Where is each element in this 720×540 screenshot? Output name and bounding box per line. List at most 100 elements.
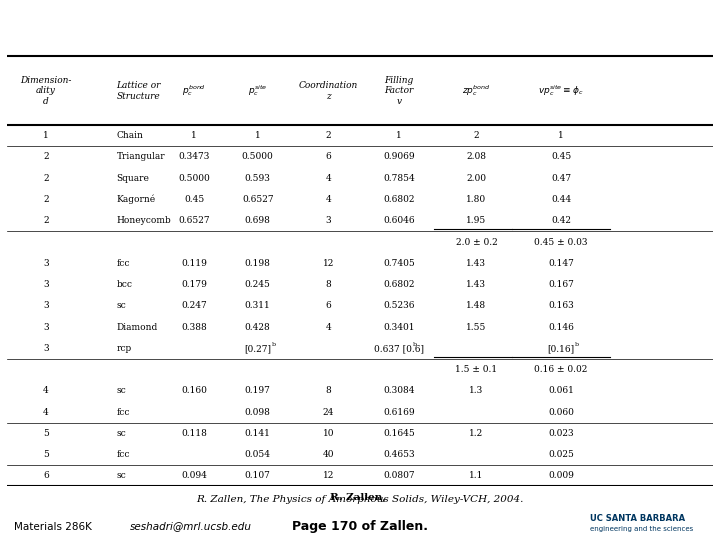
Text: $p_c^{bond}$: $p_c^{bond}$ [182, 83, 206, 98]
Text: $vp_c^{site} \equiv \phi_c$: $vp_c^{site} \equiv \phi_c$ [539, 83, 584, 98]
Text: 2.00: 2.00 [467, 174, 487, 183]
Text: 1.2: 1.2 [469, 429, 484, 438]
Text: sc: sc [117, 301, 126, 310]
Text: 0.146: 0.146 [548, 322, 574, 332]
Text: 2: 2 [43, 216, 49, 225]
Text: 2: 2 [325, 131, 331, 140]
Text: 3: 3 [43, 301, 49, 310]
Text: Coordination
z: Coordination z [299, 81, 358, 100]
Text: R. Zallen,: R. Zallen, [330, 494, 390, 502]
Text: 12: 12 [323, 471, 334, 480]
Text: Lattice or
Structure: Lattice or Structure [117, 81, 161, 100]
Text: 0.197: 0.197 [245, 386, 271, 395]
Text: 0.0807: 0.0807 [383, 471, 415, 480]
Text: Filling
Factor
v: Filling Factor v [384, 76, 413, 106]
Text: fcc: fcc [117, 408, 130, 416]
Text: 10: 10 [323, 429, 334, 438]
Text: fcc: fcc [117, 259, 130, 268]
Text: 0.198: 0.198 [245, 259, 271, 268]
Text: 0.6169: 0.6169 [383, 408, 415, 416]
Text: 0.098: 0.098 [245, 408, 271, 416]
Text: 1.3: 1.3 [469, 386, 484, 395]
Text: 0.45: 0.45 [551, 152, 571, 161]
Text: sc: sc [117, 386, 126, 395]
Text: 1.55: 1.55 [467, 322, 487, 332]
Text: 0.009: 0.009 [548, 471, 574, 480]
Text: 0.094: 0.094 [181, 471, 207, 480]
Text: 1: 1 [396, 131, 402, 140]
Text: Materials 286K: Materials 286K [14, 522, 92, 531]
Text: 0.6046: 0.6046 [383, 216, 415, 225]
Text: 0.698: 0.698 [245, 216, 271, 225]
Text: 2.08: 2.08 [467, 152, 487, 161]
Text: 0.6802: 0.6802 [383, 280, 415, 289]
Text: 0.147: 0.147 [548, 259, 574, 268]
Text: 1.80: 1.80 [467, 195, 487, 204]
Text: 0.025: 0.025 [548, 450, 574, 459]
Text: Honeycomb: Honeycomb [117, 216, 171, 225]
Text: 0.311: 0.311 [245, 301, 271, 310]
Text: 0.247: 0.247 [181, 301, 207, 310]
Text: 0.3473: 0.3473 [179, 152, 210, 161]
Text: 0.44: 0.44 [551, 195, 571, 204]
Text: 3: 3 [325, 216, 331, 225]
Text: 0.141: 0.141 [245, 429, 271, 438]
Text: 0.593: 0.593 [245, 174, 271, 183]
Text: 5: 5 [43, 429, 49, 438]
Text: 0.1645: 0.1645 [383, 429, 415, 438]
Text: 3: 3 [43, 259, 49, 268]
Text: 0.5000: 0.5000 [242, 152, 274, 161]
Text: 1: 1 [43, 131, 49, 140]
Text: 2: 2 [474, 131, 480, 140]
Text: 0.5236: 0.5236 [383, 301, 415, 310]
Text: 0.245: 0.245 [245, 280, 271, 289]
Text: 0.3084: 0.3084 [383, 386, 415, 395]
Text: Square: Square [117, 174, 150, 183]
Text: 0.163: 0.163 [548, 301, 574, 310]
Text: 12: 12 [323, 259, 334, 268]
Text: 0.637 [0.6]: 0.637 [0.6] [374, 344, 424, 353]
Text: Chain: Chain [117, 131, 143, 140]
Text: 1: 1 [558, 131, 564, 140]
Text: 0.7405: 0.7405 [383, 259, 415, 268]
Text: 0.118: 0.118 [181, 429, 207, 438]
Text: 0.061: 0.061 [548, 386, 574, 395]
Text: 0.060: 0.060 [548, 408, 574, 416]
Text: 0.054: 0.054 [245, 450, 271, 459]
Text: 1.95: 1.95 [467, 216, 487, 225]
Text: $p_c^{site}$: $p_c^{site}$ [248, 83, 267, 98]
Text: 0.119: 0.119 [181, 259, 207, 268]
Text: 4: 4 [325, 174, 331, 183]
Text: 0.428: 0.428 [245, 322, 271, 332]
Text: 2: 2 [43, 195, 49, 204]
Text: 1.43: 1.43 [467, 280, 487, 289]
Text: 0.42: 0.42 [551, 216, 571, 225]
Text: 4: 4 [43, 408, 49, 416]
Text: Triangular: Triangular [117, 152, 165, 161]
Text: b: b [271, 342, 276, 347]
Text: 2: 2 [43, 152, 49, 161]
Text: engineering and the sciences: engineering and the sciences [590, 526, 693, 532]
Text: b: b [413, 342, 417, 347]
Text: R. Zallen, The Physics of Amorphous Solids, Wiley-VCH, 2004.: R. Zallen, The Physics of Amorphous Soli… [197, 495, 523, 504]
Text: 6: 6 [43, 471, 49, 480]
Text: 0.388: 0.388 [181, 322, 207, 332]
Text: 24: 24 [323, 408, 334, 416]
Text: 0.7854: 0.7854 [383, 174, 415, 183]
Text: $zp_c^{bond}$: $zp_c^{bond}$ [462, 83, 491, 98]
Text: 6: 6 [325, 301, 331, 310]
Text: 5: 5 [43, 450, 49, 459]
Text: rcp: rcp [117, 344, 132, 353]
Text: 4: 4 [325, 322, 331, 332]
Text: [0.16]: [0.16] [547, 344, 575, 353]
Text: 40: 40 [323, 450, 334, 459]
Text: 0.179: 0.179 [181, 280, 207, 289]
Text: 0.6802: 0.6802 [383, 195, 415, 204]
Text: 0.47: 0.47 [551, 174, 571, 183]
Text: 0.6527: 0.6527 [242, 195, 274, 204]
Text: 0.45 ± 0.03: 0.45 ± 0.03 [534, 238, 588, 247]
Text: 4: 4 [43, 386, 49, 395]
Text: 2.0 ± 0.2: 2.0 ± 0.2 [456, 238, 498, 247]
Text: Dimension-
ality
d: Dimension- ality d [20, 76, 72, 106]
Text: 0.45: 0.45 [184, 195, 204, 204]
